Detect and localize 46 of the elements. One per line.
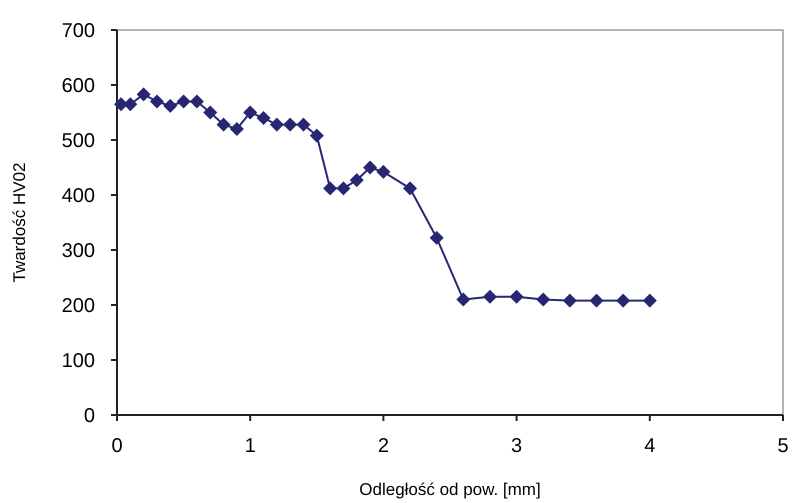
- point: [536, 292, 550, 306]
- point: [482, 290, 497, 304]
- point: [456, 292, 470, 306]
- point: [190, 94, 204, 108]
- x-tick-label: 3: [511, 435, 522, 457]
- y-tick-label: 700: [62, 20, 95, 42]
- point: [590, 294, 604, 308]
- x-tick-label: 0: [111, 435, 123, 457]
- y-tick-label: 0: [84, 405, 95, 427]
- point: [376, 164, 390, 179]
- point: [323, 181, 338, 196]
- x-tick-label: 4: [644, 435, 656, 457]
- x-axis-title: Odległość od pow. [mm]: [359, 480, 541, 499]
- y-tick-label: 600: [62, 75, 95, 97]
- point: [310, 128, 324, 143]
- point: [114, 97, 128, 112]
- y-tick-label: 200: [62, 295, 95, 317]
- point: [176, 94, 191, 108]
- point: [642, 294, 657, 308]
- y-axis-title: Twardość HV02: [10, 162, 29, 282]
- point: [256, 111, 271, 125]
- point: [430, 230, 444, 245]
- point: [562, 294, 577, 308]
- point: [243, 106, 258, 120]
- point: [510, 290, 524, 304]
- x-tick-label: 5: [777, 435, 789, 457]
- y-tick-label: 500: [62, 130, 95, 152]
- point: [296, 118, 310, 132]
- x-tick-label: 2: [378, 435, 389, 457]
- point: [336, 181, 350, 196]
- point: [403, 181, 418, 196]
- x-tick-label: 1: [244, 435, 256, 457]
- point: [216, 118, 231, 132]
- point: [270, 118, 284, 132]
- point: [363, 160, 378, 174]
- point: [150, 94, 164, 108]
- y-tick-label: 100: [62, 350, 95, 372]
- point: [230, 122, 244, 136]
- point: [163, 98, 178, 113]
- y-tick-label: 300: [62, 240, 95, 262]
- point: [203, 106, 218, 120]
- point: [350, 173, 364, 188]
- point: [136, 87, 151, 102]
- point: [616, 294, 630, 308]
- y-tick-label: 400: [62, 185, 95, 207]
- point: [283, 118, 298, 132]
